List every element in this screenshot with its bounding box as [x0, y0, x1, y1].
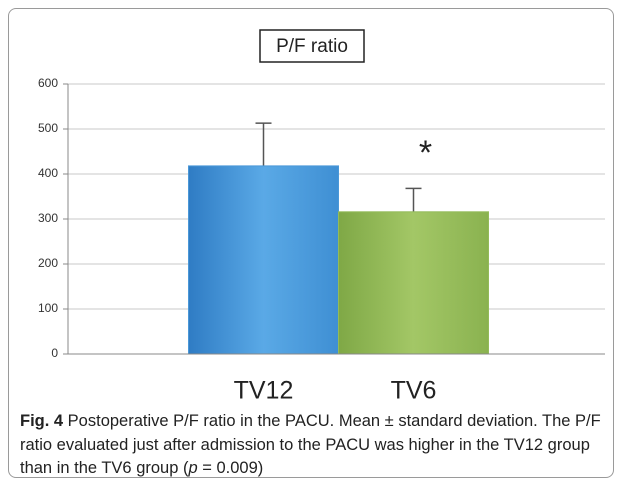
- caption-italic: p: [188, 459, 198, 477]
- caption-label: Fig. 4: [20, 412, 64, 430]
- chart: P/F ratio 0 100 200 300 400 500 600 TV12 TV6 *: [38, 29, 605, 405]
- bar: [188, 165, 339, 355]
- caption-end: = 0.009): [197, 459, 264, 477]
- y-tick-label: 100: [38, 301, 58, 315]
- y-tick-label: 0: [51, 346, 58, 360]
- annotation: *: [419, 134, 432, 172]
- y-tick-label: 400: [38, 166, 58, 180]
- x-tick-label: TV12: [234, 377, 294, 405]
- x-tick-label: TV6: [391, 377, 437, 405]
- bar: [338, 211, 489, 355]
- frame: [8, 8, 614, 478]
- y-tick-label: 600: [38, 76, 58, 90]
- caption: Fig. 4 Postoperative P/F ratio in the PA…: [20, 410, 612, 481]
- title-box: [259, 29, 365, 63]
- y-tick-label: 200: [38, 256, 58, 270]
- y-tick-label: 300: [38, 211, 58, 225]
- y-tick-label: 500: [38, 121, 58, 135]
- chart-title: P/F ratio: [276, 36, 348, 57]
- caption-text: Postoperative P/F ratio in the PACU. Mea…: [20, 412, 601, 477]
